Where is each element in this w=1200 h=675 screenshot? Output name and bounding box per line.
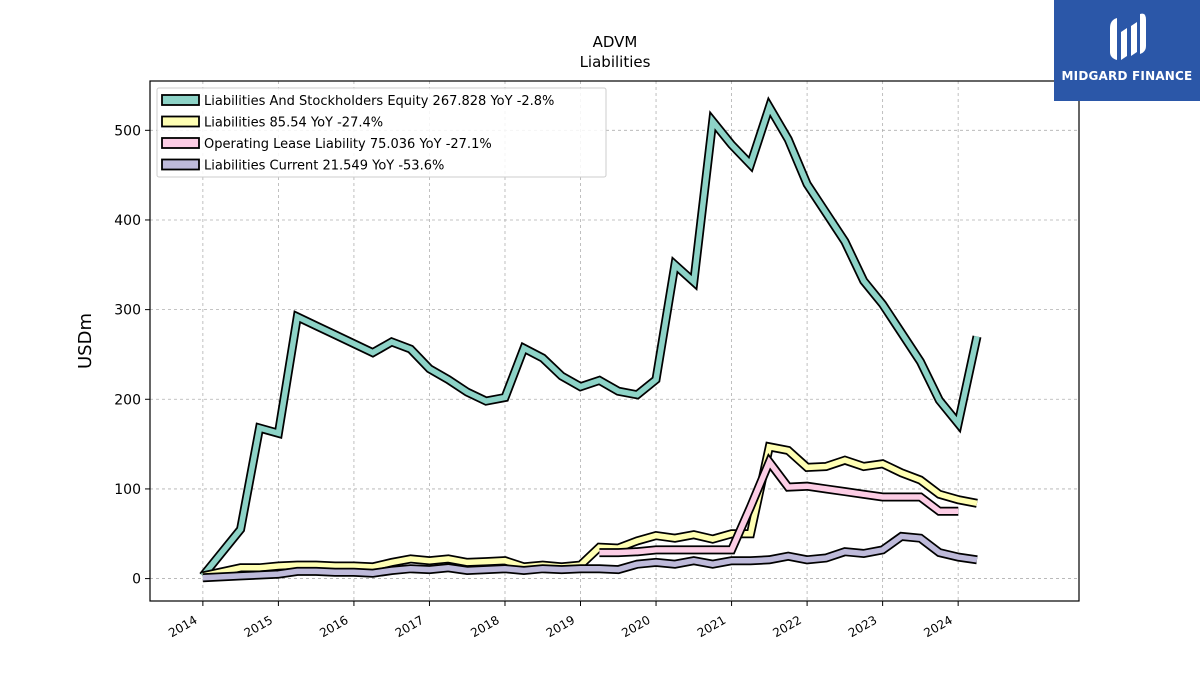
legend-swatch — [161, 115, 200, 128]
legend-label: Operating Lease Liability 75.036 YoY -27… — [204, 137, 492, 152]
legend-label: Liabilities 85.54 YoY -27.4% — [204, 116, 383, 131]
x-tick-label: 2020 — [619, 613, 652, 640]
chart-subtitle: Liabilities — [580, 53, 651, 71]
x-tick-label: 2017 — [393, 613, 426, 640]
series-line — [599, 456, 959, 556]
y-axis-label: USDm — [75, 313, 96, 369]
legend-label: Liabilities Current 21.549 YoY -53.6% — [204, 159, 444, 174]
brand-name: MIDGARD FINANCE — [1061, 69, 1193, 83]
y-tick-label: 0 — [132, 572, 141, 588]
midgard-logo-icon — [1110, 13, 1146, 60]
x-tick-label: 2015 — [242, 613, 275, 640]
x-tick-label: 2019 — [544, 613, 577, 640]
x-tick-label: 2016 — [317, 613, 350, 640]
y-tick-label: 400 — [114, 213, 141, 229]
y-tick-label: 300 — [114, 303, 141, 319]
legend-box — [156, 87, 607, 178]
y-tick-label: 500 — [114, 123, 141, 139]
series-line — [200, 100, 980, 578]
series-line — [202, 443, 978, 579]
x-tick-label: 2018 — [468, 613, 501, 640]
x-tick-label: 2024 — [921, 613, 954, 640]
legend: Liabilities And Stockholders Equity 267.… — [156, 87, 607, 178]
x-tick-label: 2021 — [695, 613, 728, 640]
x-tick-label: 2022 — [770, 613, 803, 640]
legend-swatch — [161, 137, 200, 149]
series-line — [202, 533, 978, 581]
x-tick-label: 2014 — [166, 613, 199, 640]
legend-swatch — [161, 158, 200, 171]
y-tick-label: 100 — [114, 482, 141, 498]
x-tick-label: 2023 — [846, 613, 879, 640]
y-tick-label: 200 — [114, 392, 141, 408]
legend-label: Liabilities And Stockholders Equity 267.… — [204, 94, 554, 109]
legend-swatch — [161, 94, 200, 106]
brand-logo: MIDGARD FINANCE — [1054, 0, 1200, 101]
chart-title: ADVM — [593, 33, 638, 51]
plot-frame — [149, 80, 1080, 602]
series-layer — [199, 96, 982, 583]
